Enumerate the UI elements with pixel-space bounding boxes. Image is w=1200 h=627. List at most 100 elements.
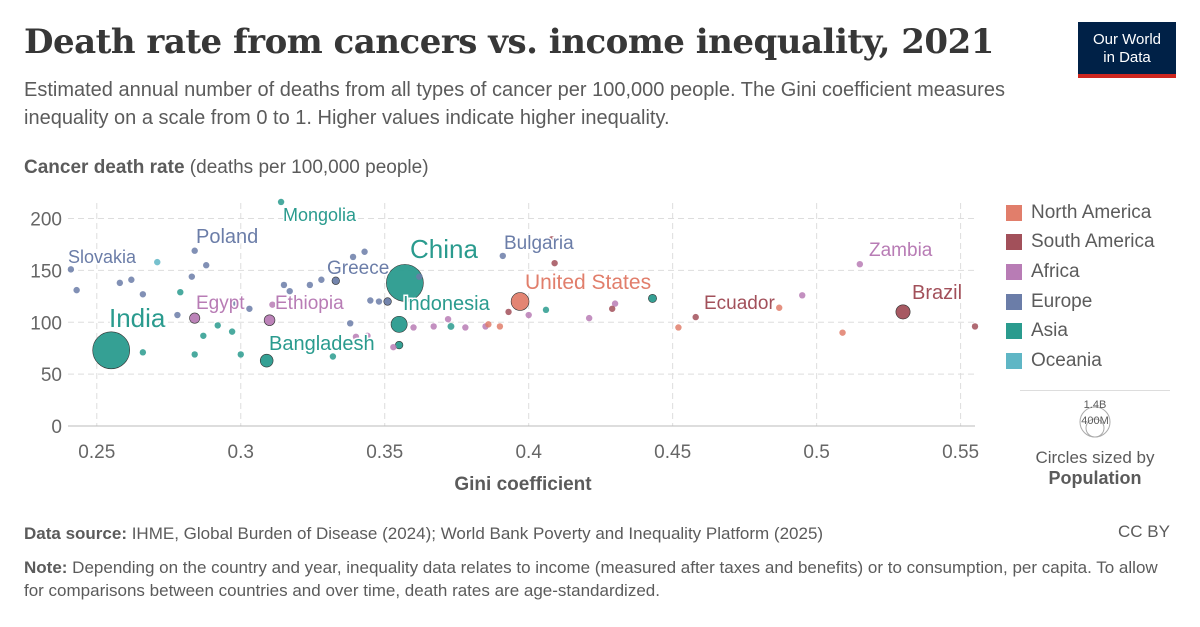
data-point[interactable] xyxy=(542,306,550,314)
data-point[interactable] xyxy=(203,262,210,269)
data-point[interactable] xyxy=(525,311,532,319)
data-point[interactable] xyxy=(246,305,253,312)
data-point[interactable] xyxy=(364,332,371,339)
legend-item-oceania[interactable]: Oceania xyxy=(1006,346,1155,376)
data-point[interactable] xyxy=(675,324,682,331)
data-point[interactable] xyxy=(585,314,593,322)
data-point[interactable] xyxy=(228,328,236,335)
data-point[interactable] xyxy=(237,351,244,358)
data-point[interactable] xyxy=(269,301,276,308)
point-united-states[interactable] xyxy=(510,292,530,311)
data-point[interactable] xyxy=(611,300,619,307)
legend-label: North America xyxy=(1031,201,1152,223)
point-egypt[interactable] xyxy=(189,312,201,324)
legend-label: Oceania xyxy=(1031,349,1102,371)
point-bangladesh[interactable] xyxy=(259,353,274,368)
data-point[interactable] xyxy=(318,276,325,283)
point-greece[interactable] xyxy=(349,253,357,261)
data-points xyxy=(67,198,979,370)
point-poland[interactable] xyxy=(191,247,198,254)
point-mongolia[interactable] xyxy=(277,198,285,206)
data-point[interactable] xyxy=(416,273,423,280)
data-point[interactable] xyxy=(799,292,806,299)
label-greece: Greece xyxy=(327,258,389,279)
point-china[interactable] xyxy=(386,264,424,302)
data-point[interactable] xyxy=(410,324,417,331)
data-point[interactable] xyxy=(346,320,354,327)
label-mongolia: Mongolia xyxy=(283,205,357,225)
data-point[interactable] xyxy=(505,308,512,316)
label-brazil: Brazil xyxy=(912,282,962,304)
data-point[interactable] xyxy=(73,286,80,294)
label-bulgaria: Bulgaria xyxy=(504,233,574,254)
legend-item-europe[interactable]: Europe xyxy=(1006,287,1155,317)
data-point[interactable] xyxy=(128,276,135,283)
logo-line-2: in Data xyxy=(1103,49,1151,66)
point-ecuador[interactable] xyxy=(692,313,699,321)
y-tick-label: 0 xyxy=(51,417,62,438)
size-legend-min: 400M xyxy=(1081,415,1109,427)
data-point[interactable] xyxy=(231,299,239,306)
point-indonesia[interactable] xyxy=(390,315,408,333)
point-ethiopia[interactable] xyxy=(263,314,276,326)
point-slovakia[interactable] xyxy=(67,266,75,273)
data-point[interactable] xyxy=(329,353,337,360)
license-link[interactable]: CC BY xyxy=(1118,522,1170,541)
data-point[interactable] xyxy=(174,311,181,319)
data-source-label: Data source: xyxy=(24,524,127,543)
data-point[interactable] xyxy=(485,321,492,328)
data-point[interactable] xyxy=(430,323,437,330)
point-zambia[interactable] xyxy=(856,260,864,268)
data-point[interactable] xyxy=(971,323,979,330)
data-point[interactable] xyxy=(462,324,469,331)
label-china: China xyxy=(410,234,478,264)
point-brazil[interactable] xyxy=(895,304,911,320)
data-point[interactable] xyxy=(839,329,846,336)
size-legend-caption: Circles sized by xyxy=(1035,448,1155,467)
data-point[interactable] xyxy=(188,273,196,280)
data-point[interactable] xyxy=(177,289,184,296)
data-point[interactable] xyxy=(200,332,207,339)
data-point[interactable] xyxy=(447,322,455,330)
data-point[interactable] xyxy=(154,258,161,266)
data-point[interactable] xyxy=(609,305,616,312)
chart-subtitle: Estimated annual number of deaths from a… xyxy=(24,79,1005,129)
label-egypt: Egypt xyxy=(196,293,245,314)
data-point[interactable] xyxy=(375,298,383,305)
data-point[interactable] xyxy=(139,291,147,298)
data-point[interactable] xyxy=(551,259,558,267)
data-point[interactable] xyxy=(191,351,198,358)
data-point[interactable] xyxy=(139,349,147,356)
data-point[interactable] xyxy=(444,315,452,323)
data-point[interactable] xyxy=(286,287,293,295)
data-point[interactable] xyxy=(496,323,504,330)
data-point[interactable] xyxy=(116,279,124,287)
logo-line-1: Our World xyxy=(1092,31,1162,48)
legend-item-south-america[interactable]: South America xyxy=(1006,228,1155,258)
data-point[interactable] xyxy=(280,281,288,289)
point-bulgaria[interactable] xyxy=(499,252,506,260)
data-point[interactable] xyxy=(306,281,314,289)
data-point[interactable] xyxy=(331,276,340,285)
data-point[interactable] xyxy=(548,236,555,243)
data-point[interactable] xyxy=(214,322,221,329)
data-point[interactable] xyxy=(367,297,374,304)
y-axis-label: Cancer death rate (deaths per 100,000 pe… xyxy=(24,157,429,179)
point-india[interactable] xyxy=(92,331,130,370)
x-tick-label: 0.3 xyxy=(228,442,254,463)
data-point[interactable] xyxy=(390,343,397,351)
legend-item-asia[interactable]: Asia xyxy=(1006,316,1155,346)
data-point[interactable] xyxy=(361,248,368,255)
legend-item-north-america[interactable]: North America xyxy=(1006,198,1155,228)
owid-logo[interactable]: Our World in Data xyxy=(1078,22,1176,78)
data-point[interactable] xyxy=(776,304,783,311)
data-point[interactable] xyxy=(352,333,360,340)
y-tick-label: 150 xyxy=(30,261,62,282)
y-tick-label: 100 xyxy=(30,313,62,334)
data-point[interactable] xyxy=(648,294,657,303)
data-point[interactable] xyxy=(383,297,392,306)
x-tick-label: 0.45 xyxy=(654,442,691,463)
note-label: Note: xyxy=(24,558,68,577)
legend-item-africa[interactable]: Africa xyxy=(1006,257,1155,287)
x-tick-label: 0.5 xyxy=(803,442,829,463)
